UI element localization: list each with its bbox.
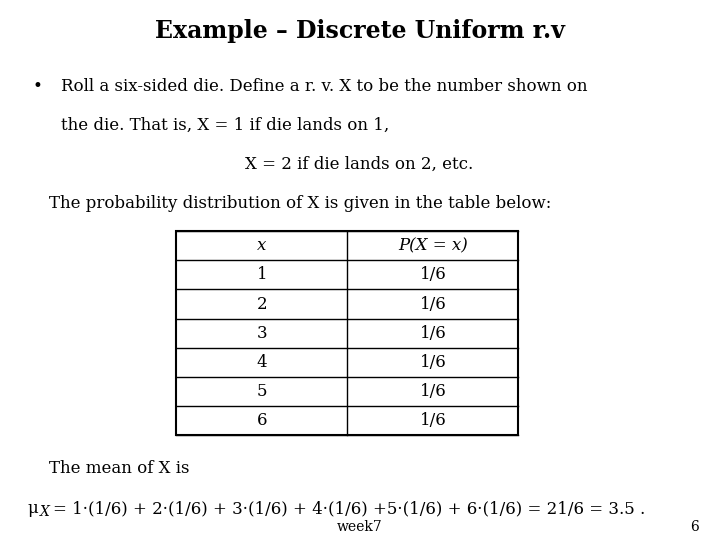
Text: 4: 4 [256,354,267,371]
Text: 1/6: 1/6 [420,266,446,284]
Text: 1/6: 1/6 [420,412,446,429]
Text: 6: 6 [690,519,698,534]
Text: X: X [40,505,50,519]
Text: •: • [32,78,42,95]
Text: the die. That is, X = 1 if die lands on 1,: the die. That is, X = 1 if die lands on … [61,117,390,134]
Text: The probability distribution of X is given in the table below:: The probability distribution of X is giv… [49,195,552,212]
Text: 1/6: 1/6 [420,325,446,342]
Text: X = 2 if die lands on 2, etc.: X = 2 if die lands on 2, etc. [245,156,473,173]
Text: x: x [257,237,266,254]
Text: = 1·(1/6) + 2·(1/6) + 3·(1/6) + 4·(1/6) +5·(1/6) + 6·(1/6) = 21/6 = 3.5 .: = 1·(1/6) + 2·(1/6) + 3·(1/6) + 4·(1/6) … [53,500,646,517]
Text: The mean of X is: The mean of X is [49,460,189,476]
Text: P(X = x): P(X = x) [398,237,468,254]
Text: 1: 1 [256,266,267,284]
Text: 5: 5 [256,383,267,400]
Text: 3: 3 [256,325,267,342]
Text: 1/6: 1/6 [420,354,446,371]
Text: week7: week7 [337,519,383,534]
Text: Example – Discrete Uniform r.v: Example – Discrete Uniform r.v [155,19,565,43]
Text: Roll a six-sided die. Define a r. v. X to be the number shown on: Roll a six-sided die. Define a r. v. X t… [61,78,588,95]
Text: 1/6: 1/6 [420,383,446,400]
Text: 2: 2 [256,295,267,313]
Text: μ: μ [27,500,38,517]
Text: 6: 6 [256,412,267,429]
Text: 1/6: 1/6 [420,295,446,313]
